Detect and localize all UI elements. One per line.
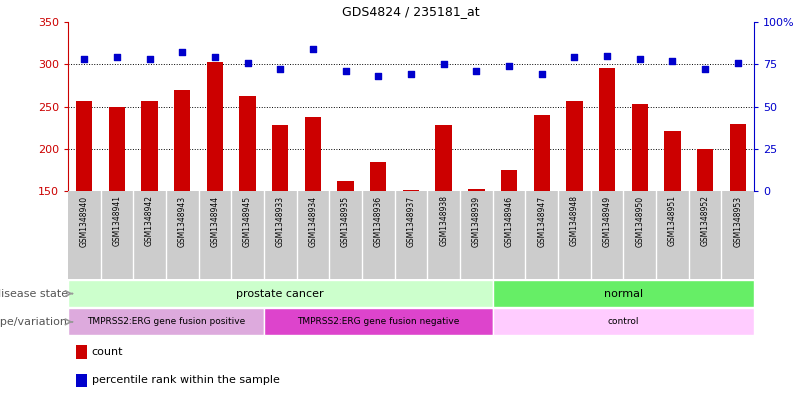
Text: GSM1348949: GSM1348949 — [602, 195, 611, 246]
Text: GSM1348946: GSM1348946 — [504, 195, 513, 246]
Text: GSM1348935: GSM1348935 — [341, 195, 350, 246]
Text: GSM1348948: GSM1348948 — [570, 195, 579, 246]
Point — [77, 56, 90, 62]
Title: GDS4824 / 235181_at: GDS4824 / 235181_at — [342, 5, 480, 18]
Point — [176, 49, 188, 55]
Text: GSM1348939: GSM1348939 — [472, 195, 481, 246]
Point — [274, 66, 286, 72]
Text: GSM1348938: GSM1348938 — [439, 195, 448, 246]
Text: GSM1348950: GSM1348950 — [635, 195, 644, 246]
Bar — [76, 101, 93, 191]
Text: GSM1348951: GSM1348951 — [668, 195, 677, 246]
Bar — [76, 374, 87, 387]
Text: GSM1348953: GSM1348953 — [733, 195, 742, 246]
Point — [143, 56, 156, 62]
Bar — [567, 101, 583, 191]
Text: GSM1348934: GSM1348934 — [309, 195, 318, 246]
Text: GSM1348936: GSM1348936 — [373, 195, 383, 246]
Point — [634, 56, 646, 62]
Bar — [501, 170, 517, 191]
Text: percentile rank within the sample: percentile rank within the sample — [92, 375, 279, 386]
Text: GSM1348947: GSM1348947 — [537, 195, 546, 246]
Text: GSM1348933: GSM1348933 — [276, 195, 285, 246]
Text: TMPRSS2:ERG gene fusion negative: TMPRSS2:ERG gene fusion negative — [297, 318, 460, 326]
Text: GSM1348937: GSM1348937 — [406, 195, 416, 246]
Bar — [403, 190, 419, 191]
Text: normal: normal — [604, 288, 643, 299]
Bar — [664, 131, 681, 191]
Text: prostate cancer: prostate cancer — [236, 288, 324, 299]
Point — [601, 53, 614, 59]
Text: GSM1348944: GSM1348944 — [211, 195, 219, 246]
Text: control: control — [607, 318, 639, 326]
Point — [568, 54, 581, 61]
Bar — [68, 308, 264, 336]
Bar — [272, 125, 288, 191]
Bar — [76, 345, 87, 359]
Bar — [534, 115, 550, 191]
Point — [372, 73, 385, 79]
Bar — [468, 189, 484, 191]
Bar — [207, 62, 223, 191]
Bar — [492, 280, 754, 307]
Point — [732, 59, 745, 66]
Text: TMPRSS2:ERG gene fusion positive: TMPRSS2:ERG gene fusion positive — [87, 318, 245, 326]
Text: disease state: disease state — [0, 288, 68, 299]
Bar — [729, 124, 746, 191]
Point — [699, 66, 712, 72]
Text: GSM1348942: GSM1348942 — [145, 195, 154, 246]
Point — [535, 71, 548, 77]
Text: count: count — [92, 347, 123, 357]
Point — [437, 61, 450, 68]
Point — [208, 54, 221, 61]
Bar — [68, 280, 492, 307]
Text: genotype/variation: genotype/variation — [0, 317, 68, 327]
Text: GSM1348952: GSM1348952 — [701, 195, 709, 246]
Point — [339, 68, 352, 74]
Bar — [338, 181, 354, 191]
Bar — [370, 162, 386, 191]
Bar — [174, 90, 191, 191]
Bar — [141, 101, 158, 191]
Point — [666, 58, 679, 64]
Bar — [305, 118, 321, 191]
Text: GSM1348940: GSM1348940 — [80, 195, 89, 246]
Bar — [239, 96, 255, 191]
Point — [470, 68, 483, 74]
Bar — [631, 104, 648, 191]
Bar — [492, 308, 754, 336]
Point — [306, 46, 319, 52]
Point — [405, 71, 417, 77]
Text: GSM1348943: GSM1348943 — [178, 195, 187, 246]
Text: GSM1348941: GSM1348941 — [113, 195, 121, 246]
Bar — [436, 125, 452, 191]
Point — [503, 63, 516, 69]
Text: GSM1348945: GSM1348945 — [243, 195, 252, 246]
Point — [241, 59, 254, 66]
Bar — [598, 68, 615, 191]
Bar — [264, 308, 492, 336]
Point — [110, 54, 123, 61]
Bar — [697, 149, 713, 191]
Bar — [109, 107, 125, 191]
